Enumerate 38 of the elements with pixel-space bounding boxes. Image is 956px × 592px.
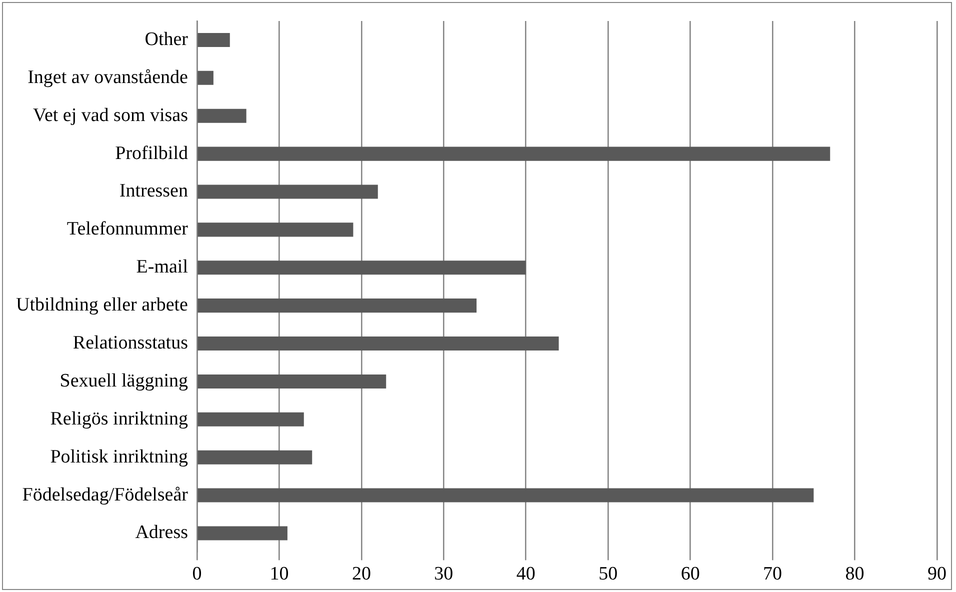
x-tick-label: 60 — [680, 564, 700, 585]
bar — [198, 222, 354, 237]
bar — [198, 108, 246, 123]
bar — [198, 450, 312, 464]
x-tick-label: 90 — [928, 564, 946, 585]
y-tick-label: Intressen — [119, 180, 188, 202]
y-tick-label: Religös inriktning — [50, 408, 188, 430]
y-tick-label: Politisk inriktning — [50, 446, 188, 468]
y-tick-label: E-mail — [136, 256, 188, 278]
bar — [198, 526, 288, 540]
bar — [198, 412, 304, 426]
x-tick-label: 80 — [845, 564, 864, 585]
bar — [198, 146, 830, 161]
x-tick-label: 0 — [192, 564, 202, 585]
y-tick-label: Profilbild — [115, 142, 188, 164]
y-tick-label: Other — [144, 28, 189, 50]
x-tick-label: 10 — [270, 564, 289, 585]
bar — [198, 260, 526, 275]
y-tick-label: Adress — [135, 522, 188, 544]
x-tick-label: 20 — [352, 564, 371, 585]
bar — [198, 32, 230, 47]
y-tick-label: Telefonnummer — [66, 218, 189, 240]
bar — [198, 374, 386, 388]
y-tick-label: Relationsstatus — [72, 332, 188, 354]
y-tick-label: Inget av ovanstående — [28, 66, 188, 88]
bar — [198, 336, 559, 351]
bar — [198, 488, 814, 502]
bar — [198, 298, 477, 313]
bar — [198, 70, 214, 85]
y-tick-label: Födelsedag/Födelseår — [22, 484, 189, 506]
y-tick-label: Utbildning eller arbete — [16, 294, 188, 316]
x-tick-label: 40 — [516, 564, 536, 585]
y-tick-label: Vet ej vad som visas — [32, 104, 188, 126]
x-tick-label: 50 — [598, 564, 618, 585]
x-tick-label: 30 — [434, 564, 454, 585]
bar — [198, 184, 378, 199]
y-tick-label: Sexuell läggning — [60, 370, 188, 392]
x-tick-label: 70 — [763, 564, 782, 585]
